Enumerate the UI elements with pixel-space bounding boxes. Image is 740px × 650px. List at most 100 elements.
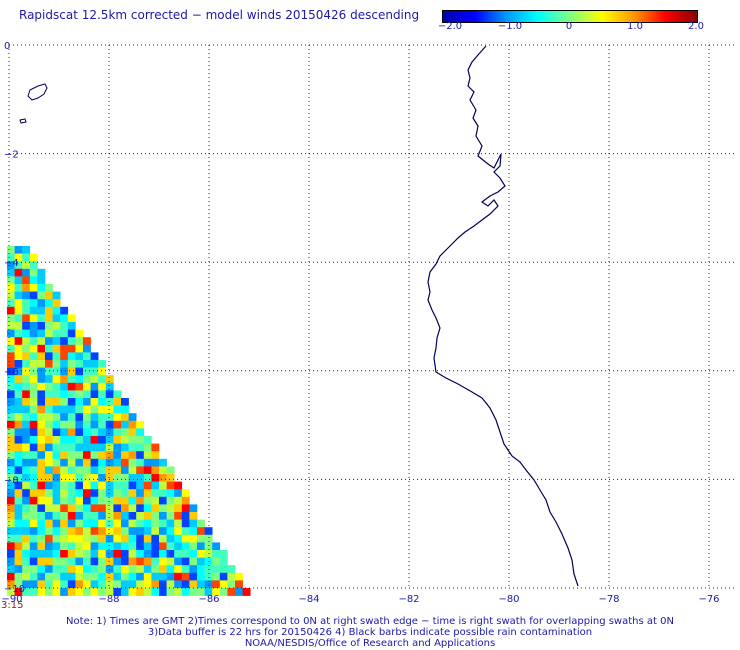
swath-cell — [67, 512, 76, 520]
swath-cell — [29, 481, 38, 490]
swath-cell — [22, 360, 31, 368]
swath-cell — [22, 572, 31, 581]
swath-cell — [22, 474, 31, 482]
swath-cell — [174, 496, 183, 505]
swath-cell — [37, 375, 46, 384]
swath-cell — [14, 436, 23, 444]
swath-cell — [7, 572, 15, 581]
swath-cell — [181, 504, 190, 513]
swath-cell — [159, 527, 167, 536]
swath-cell — [67, 572, 76, 581]
swath-cell — [67, 367, 76, 376]
swath-cell — [128, 481, 137, 490]
swath-cell — [14, 542, 23, 551]
swath-cell — [98, 466, 107, 475]
swath-cell — [166, 474, 175, 482]
swath-cell — [37, 398, 46, 406]
swath-cell — [60, 436, 69, 444]
swath-cell — [159, 534, 167, 543]
swath-cell — [37, 329, 46, 338]
swath-cell — [143, 565, 152, 574]
swath-cell — [136, 420, 145, 429]
swath-cell — [105, 405, 114, 414]
swath-cell — [60, 565, 69, 574]
swath-cell — [90, 572, 99, 581]
swath-cell — [22, 329, 31, 338]
swath-cell — [113, 413, 122, 422]
swath-cell — [151, 580, 160, 589]
swath-cell — [113, 588, 122, 596]
swath-cell — [181, 588, 190, 596]
swath-cell — [197, 527, 205, 536]
swath-cell — [37, 527, 46, 536]
swath-cell — [128, 428, 137, 437]
swath-cell — [7, 276, 15, 285]
swath-cell — [29, 314, 38, 323]
swath-cell — [67, 534, 76, 543]
swath-cell — [105, 451, 114, 460]
swath-cell — [159, 489, 167, 498]
map-title: Rapidscat 12.5km corrected − model winds… — [19, 8, 420, 22]
swath-cell — [105, 390, 114, 399]
swath-cell — [128, 512, 137, 520]
swath-cell — [37, 542, 46, 551]
swath-cell — [37, 466, 46, 475]
swath-cell — [7, 382, 15, 391]
swath-cell — [67, 527, 76, 536]
swath-cell — [90, 481, 99, 490]
swath-cell — [143, 481, 152, 490]
swath-cell — [113, 527, 122, 536]
swath-cell — [204, 527, 213, 536]
swath-cell — [45, 329, 53, 338]
swath-cell — [67, 489, 76, 498]
swath-cell — [7, 519, 15, 528]
swath-cell — [98, 565, 107, 574]
swath-cell — [166, 588, 175, 596]
swath-cell — [212, 588, 221, 596]
swath-cell — [29, 572, 38, 581]
swath-cell — [105, 420, 114, 429]
swath-cell — [128, 557, 137, 566]
swath-cell — [14, 375, 23, 384]
swath-cell — [189, 550, 198, 558]
swath-cell — [189, 527, 198, 536]
swath-cell — [67, 542, 76, 551]
swath-cell — [52, 458, 61, 467]
swath-cell — [45, 337, 53, 346]
swath-cell — [7, 322, 15, 330]
swath-cell — [67, 481, 76, 490]
swath-cell — [60, 428, 69, 437]
swath-cell — [22, 299, 31, 308]
swath-cell — [7, 557, 15, 566]
swath-cell — [159, 512, 167, 520]
swath-cell — [45, 557, 53, 566]
swath-cell — [60, 534, 69, 543]
swath-cell — [98, 405, 107, 414]
swath-cell — [128, 489, 137, 498]
swath-cell — [7, 291, 15, 300]
swath-cell — [14, 314, 23, 323]
swath-cell — [45, 474, 53, 482]
swath-cell — [166, 496, 175, 505]
y-tick-label: −6 — [4, 367, 19, 378]
swath-cell — [60, 572, 69, 581]
swath-cell — [45, 291, 53, 300]
swath-cell — [128, 420, 137, 429]
swath-cell — [7, 534, 15, 543]
colorbar — [442, 10, 698, 23]
swath-cell — [98, 420, 107, 429]
swath-cell — [60, 519, 69, 528]
swath-cell — [136, 458, 145, 467]
swath-cell — [67, 565, 76, 574]
swath-cell — [22, 268, 31, 277]
swath-cell — [75, 360, 84, 368]
swath-cell — [128, 451, 137, 460]
swath-cell — [75, 481, 84, 490]
swath-cell — [90, 534, 99, 543]
swath-cell — [83, 489, 91, 498]
swath-cell — [67, 550, 76, 558]
swath-cell — [29, 322, 38, 330]
swath-cell — [67, 398, 76, 406]
y-tick-label: −2 — [4, 150, 19, 161]
swath-cell — [212, 557, 221, 566]
